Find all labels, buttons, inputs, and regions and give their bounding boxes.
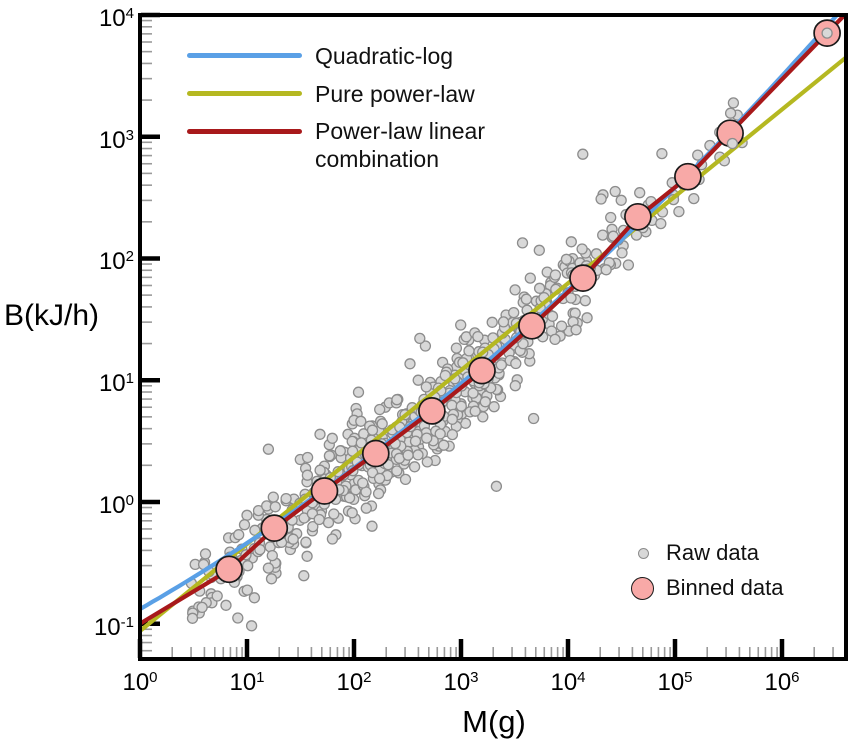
x-tick-label: 103 — [443, 669, 479, 696]
x-tick-label: 100 — [122, 669, 158, 696]
y-tick-label: 102 — [98, 248, 134, 276]
x-axis-label: M(g) — [462, 704, 526, 739]
x-tick-label: 101 — [229, 669, 265, 696]
legend-label-raw-data: Raw data — [666, 540, 759, 565]
legend-label-quadratic-log: Quadratic-log — [315, 43, 454, 69]
x-tick-label: 104 — [550, 669, 586, 696]
y-tick-label: 104 — [98, 5, 134, 32]
binned-data-point — [518, 311, 546, 340]
legend-label-pure-power-law: Pure power-law — [315, 81, 475, 107]
binned-data-point — [468, 356, 496, 385]
quadratic-log-line-swatch — [187, 53, 302, 58]
power-law-combination-line-swatch — [187, 129, 302, 134]
legend-label-power-law-combination: Power-law linear combination — [315, 118, 486, 172]
y-axis-label: B(kJ/h) — [4, 299, 100, 332]
binned-data-marker-icon — [631, 577, 654, 600]
binned-data-point — [569, 264, 597, 292]
x-tick-label: 105 — [657, 669, 693, 696]
y-tick-label: 101 — [98, 370, 134, 398]
y-tick-label: 10-1 — [93, 613, 134, 641]
binned-data-point — [418, 397, 446, 425]
binned-data-point — [215, 555, 243, 584]
plot-frame — [138, 13, 848, 661]
legend-label-binned-data: Binned data — [666, 575, 784, 600]
binned-data-point — [361, 439, 390, 468]
binned-data-point — [310, 477, 339, 505]
y-tick-label: 103 — [98, 126, 134, 154]
binned-data-points — [215, 19, 841, 584]
x-tick-label: 102 — [336, 669, 372, 696]
binned-data-point — [624, 202, 652, 231]
binned-data-point — [260, 514, 289, 542]
raw-data-marker-icon — [638, 548, 649, 559]
binned-data-point — [674, 162, 702, 191]
pure-power-law-line-swatch — [187, 91, 302, 96]
y-tick-label: 100 — [98, 491, 134, 519]
x-tick-label: 106 — [764, 669, 800, 696]
